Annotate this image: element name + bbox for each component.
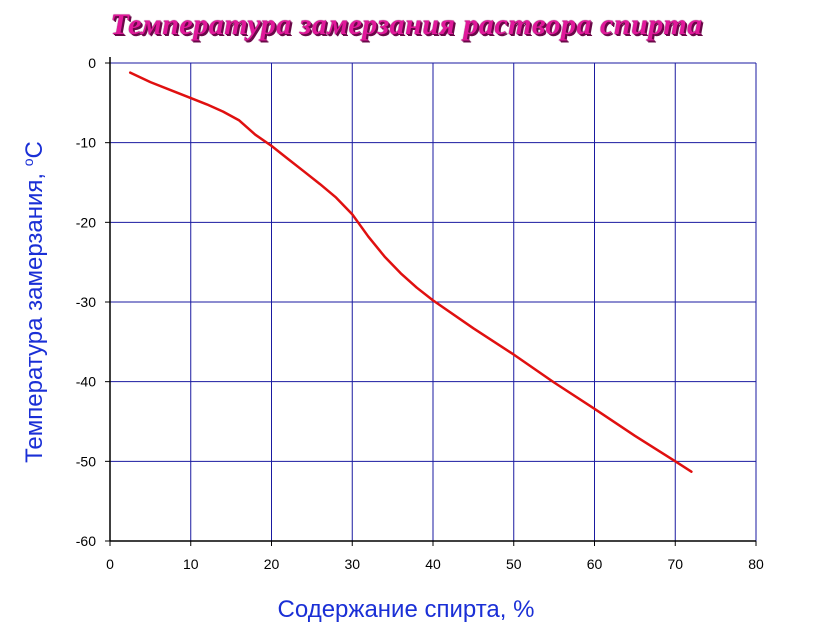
y-axis-label-degree: o	[20, 158, 36, 166]
x-tick-label: 20	[264, 556, 280, 572]
y-tick-label: -20	[76, 214, 96, 230]
x-tick-label: 80	[748, 556, 764, 572]
x-tick-label: 10	[183, 556, 199, 572]
tick-labels: 0 10 20 30 40 50 60 70 80 0 -10 -20 -30 -40 -50 -60	[76, 55, 764, 572]
grid-lines	[110, 62, 757, 541]
x-axis-label: Содержание спирта, %	[278, 596, 535, 623]
x-tick-label: 70	[667, 556, 683, 572]
x-tick-label: 60	[587, 556, 603, 572]
series-layer	[128, 71, 693, 473]
y-tick-label: -60	[76, 533, 96, 549]
y-tick-label: -30	[76, 294, 96, 310]
y-axis-label-main: Температура замерзания,	[21, 166, 48, 463]
y-axis-label: Температура замерзания, oC	[20, 141, 48, 463]
x-tick-label: 50	[506, 556, 522, 572]
y-tick-label: -50	[76, 453, 96, 469]
x-tick-label: 40	[425, 556, 441, 572]
chart-title: Температура замерзания раствора спирта	[110, 8, 703, 41]
series-line	[128, 71, 693, 473]
y-axis-label-unit: C	[21, 141, 48, 158]
y-tick-label: -40	[76, 374, 96, 390]
y-tick-label: -10	[76, 135, 96, 151]
y-tick-label: 0	[88, 55, 96, 71]
axes	[105, 57, 757, 546]
x-tick-label: 30	[344, 556, 360, 572]
x-tick-label: 0	[106, 556, 114, 572]
